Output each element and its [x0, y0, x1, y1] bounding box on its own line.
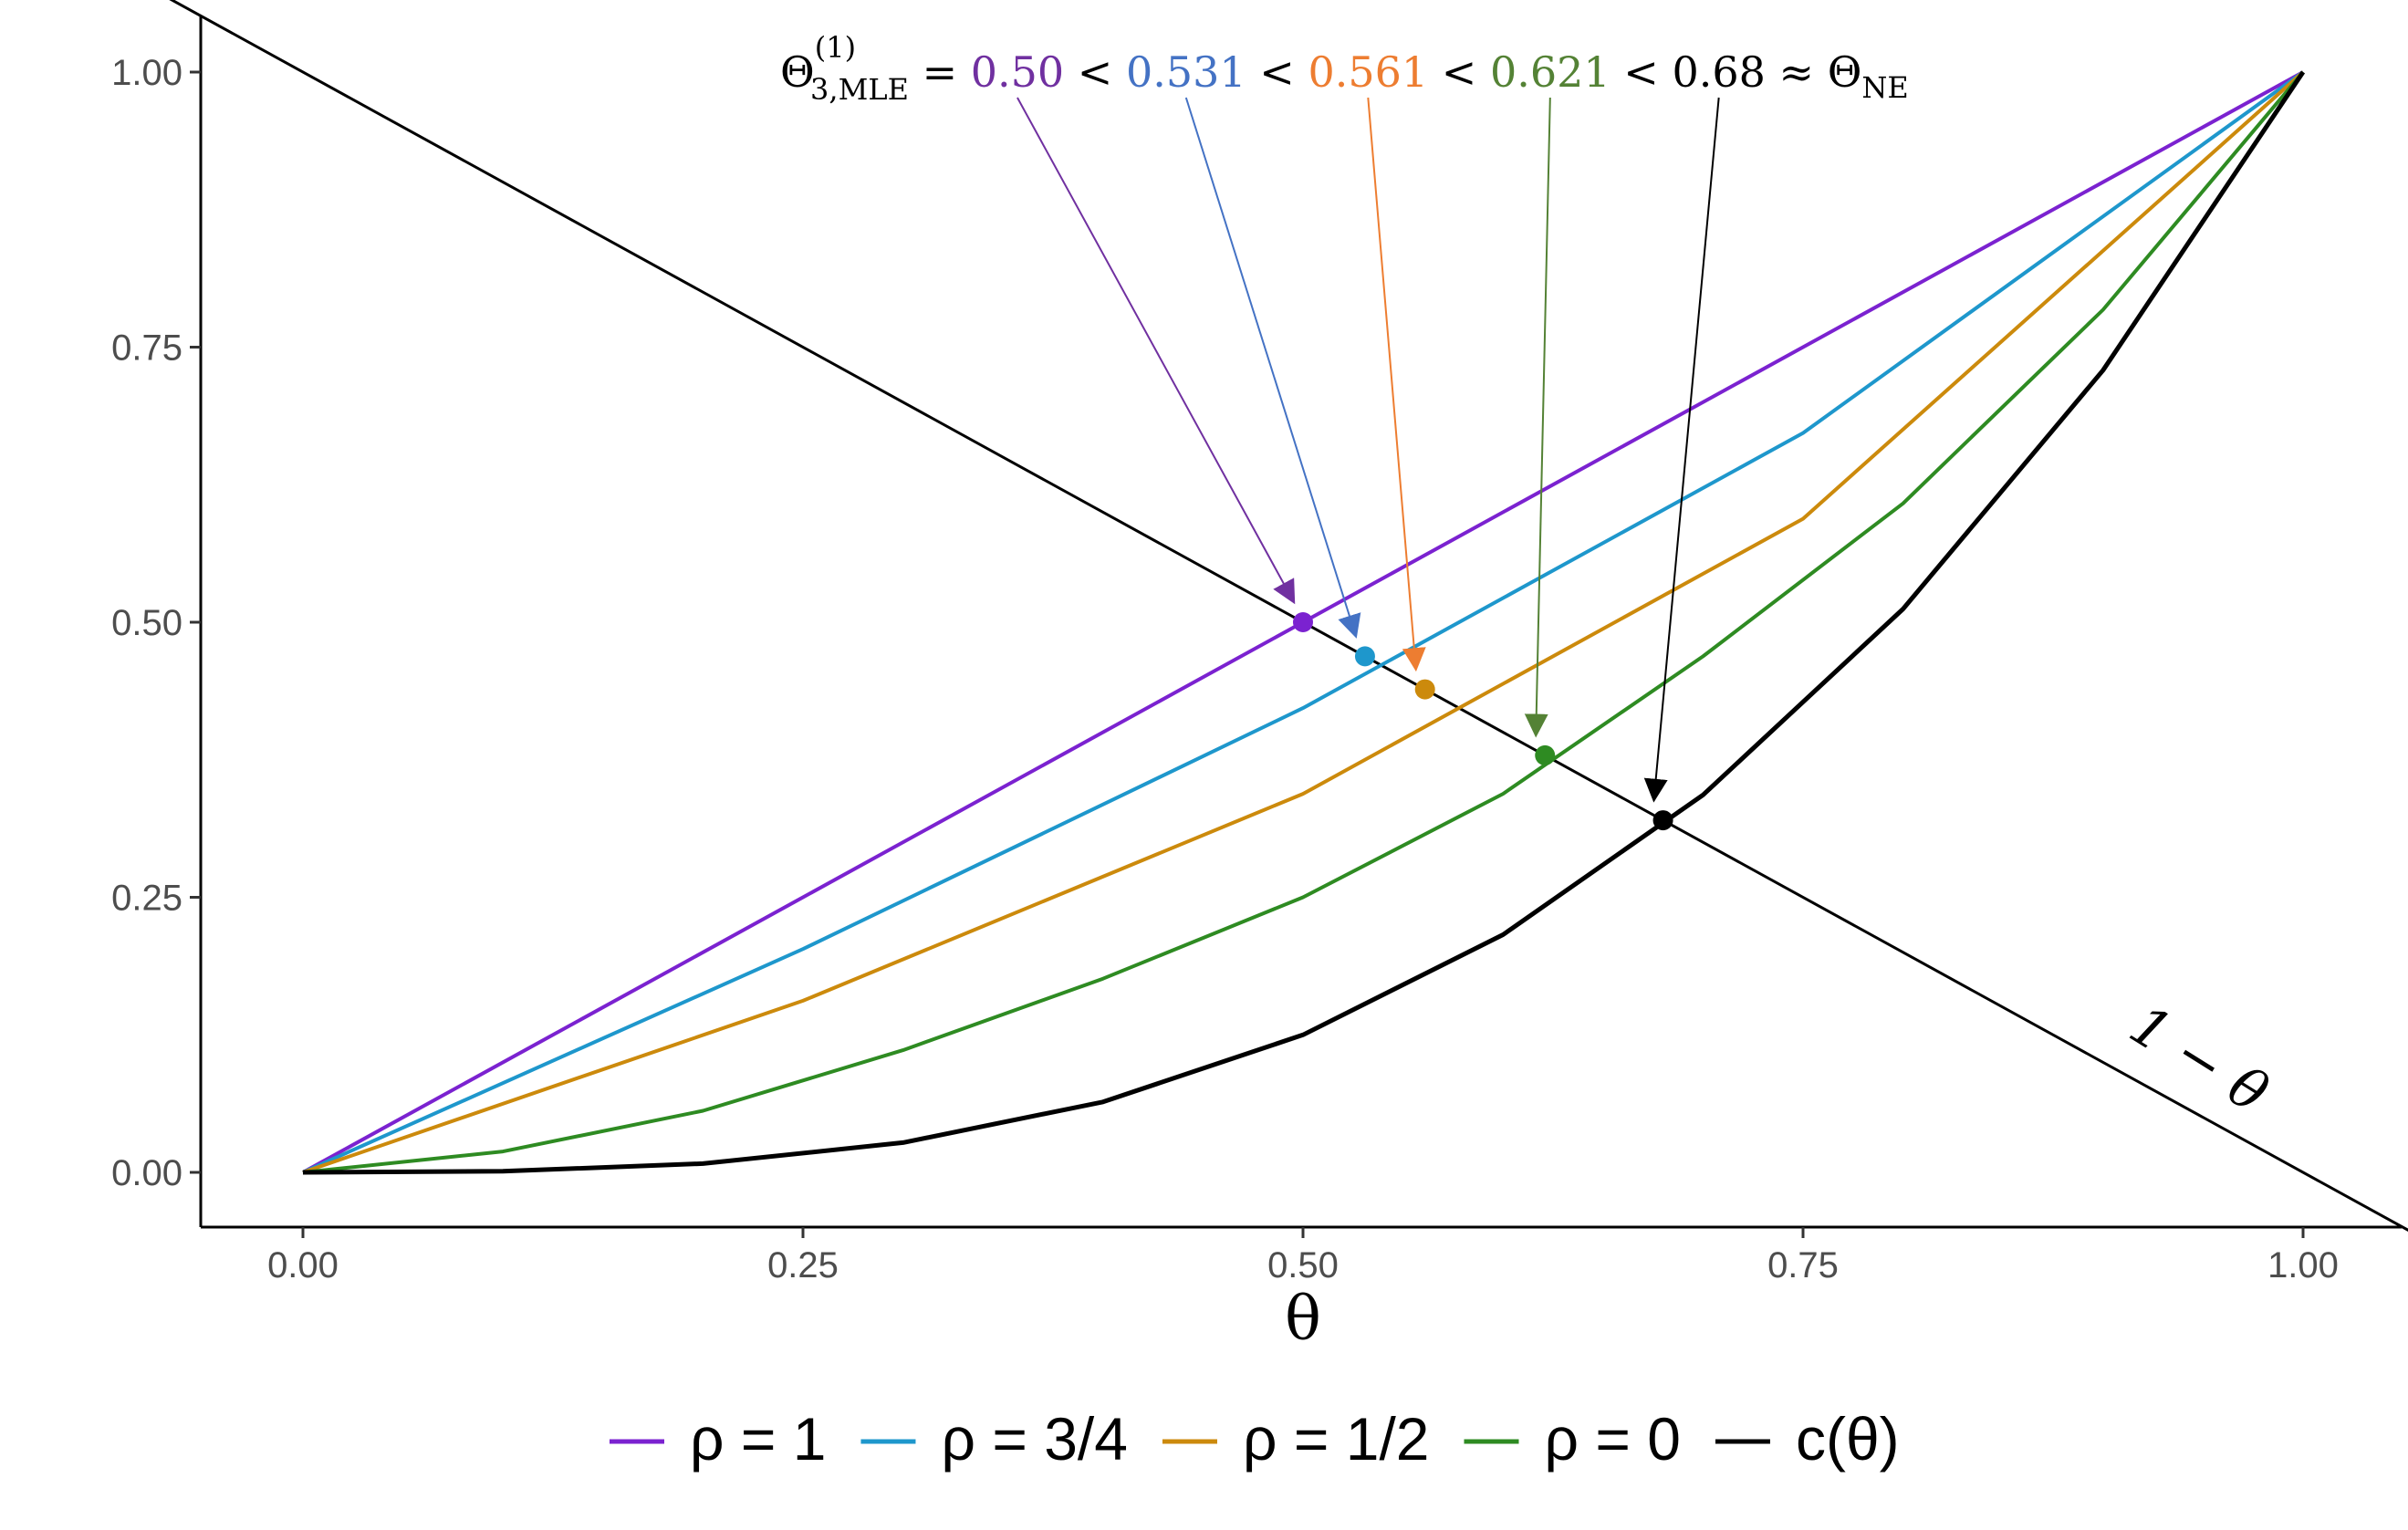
- annotation-arrow: [1016, 97, 1296, 605]
- annotation-less-than: <: [1064, 47, 1126, 97]
- annotation-approx: ≈: [1766, 47, 1828, 97]
- series-layer: [169, 0, 2408, 1232]
- y-tick-label: 0.75: [111, 328, 182, 369]
- annotation-subscript: 3,MLE: [810, 72, 909, 107]
- legend: ρ = 1 ρ = 3/4 ρ = 1/2 ρ = 0 c(θ): [610, 1405, 1900, 1473]
- annotation-value: 0.621: [1490, 47, 1611, 97]
- x-tick-label: 0.00: [267, 1245, 339, 1285]
- annotation-arrow: [1184, 97, 1361, 639]
- intersection-point: [1354, 646, 1375, 667]
- reference-line-label: 1 − θ: [2119, 993, 2278, 1126]
- annotation-equals: =: [909, 47, 971, 97]
- annotation-value: 0.68: [1672, 47, 1765, 97]
- intersection-point: [1535, 744, 1556, 765]
- reference-line: [169, 0, 2408, 1232]
- annotation-value: 0.50: [971, 47, 1064, 97]
- x-tick-label: 0.25: [767, 1245, 839, 1285]
- series-line: [302, 70, 2306, 1175]
- legend-label: ρ = 3/4: [941, 1405, 1128, 1473]
- x-tick-label: 0.75: [1767, 1245, 1839, 1285]
- annotation-less-than: <: [1246, 47, 1308, 97]
- intersection-point: [1652, 810, 1673, 831]
- annotation-less-than: <: [1428, 47, 1490, 97]
- annotation-value: 0.531: [1126, 47, 1246, 97]
- annotation-theta: Θ: [780, 47, 815, 97]
- annotation-less-than: <: [1611, 47, 1673, 97]
- x-tick-label: 1.00: [2267, 1245, 2339, 1285]
- annotation-value: 0.561: [1308, 47, 1428, 97]
- legend-label: ρ = 0: [1545, 1405, 1681, 1473]
- x-axis-title: θ: [1285, 1284, 1321, 1354]
- y-tick-label: 0.00: [111, 1153, 182, 1193]
- intersection-point: [1414, 679, 1435, 700]
- annotation-text: Θ(1) 3,MLE = 0.50 < 0.531 < 0.561 < 0.621…: [780, 30, 1909, 107]
- legend-label: ρ = 1/2: [1243, 1405, 1430, 1473]
- points-layer: [1293, 612, 1673, 831]
- series-line: [302, 70, 2305, 1174]
- annotation-arrow: [1524, 97, 1551, 738]
- series-line: [302, 70, 2305, 1174]
- y-tick-label: 0.25: [111, 879, 182, 919]
- annotation-subscript-ne: NE: [1861, 70, 1908, 105]
- y-tick-label: 1.00: [111, 53, 182, 93]
- annotation-arrow: [1367, 97, 1426, 672]
- intersection-point: [1293, 612, 1313, 632]
- series-line: [302, 70, 2305, 1174]
- axes: 0.00 0.25 0.50 0.75 1.00 0.00 0.25 0.50 0.75 1.00: [111, 16, 2402, 1285]
- annotation-arrow: [1643, 97, 1720, 803]
- legend-label: ρ = 1: [690, 1405, 826, 1473]
- annotation-superscript: (1): [815, 30, 856, 65]
- x-tick-label: 0.50: [1267, 1245, 1339, 1285]
- y-tick-label: 0.50: [111, 603, 182, 643]
- legend-label: c(θ): [1796, 1405, 1900, 1473]
- annotation-theta-ne: Θ: [1828, 47, 1862, 97]
- annotation: Θ(1) 3,MLE = 0.50 < 0.531 < 0.561 < 0.621…: [780, 30, 1909, 803]
